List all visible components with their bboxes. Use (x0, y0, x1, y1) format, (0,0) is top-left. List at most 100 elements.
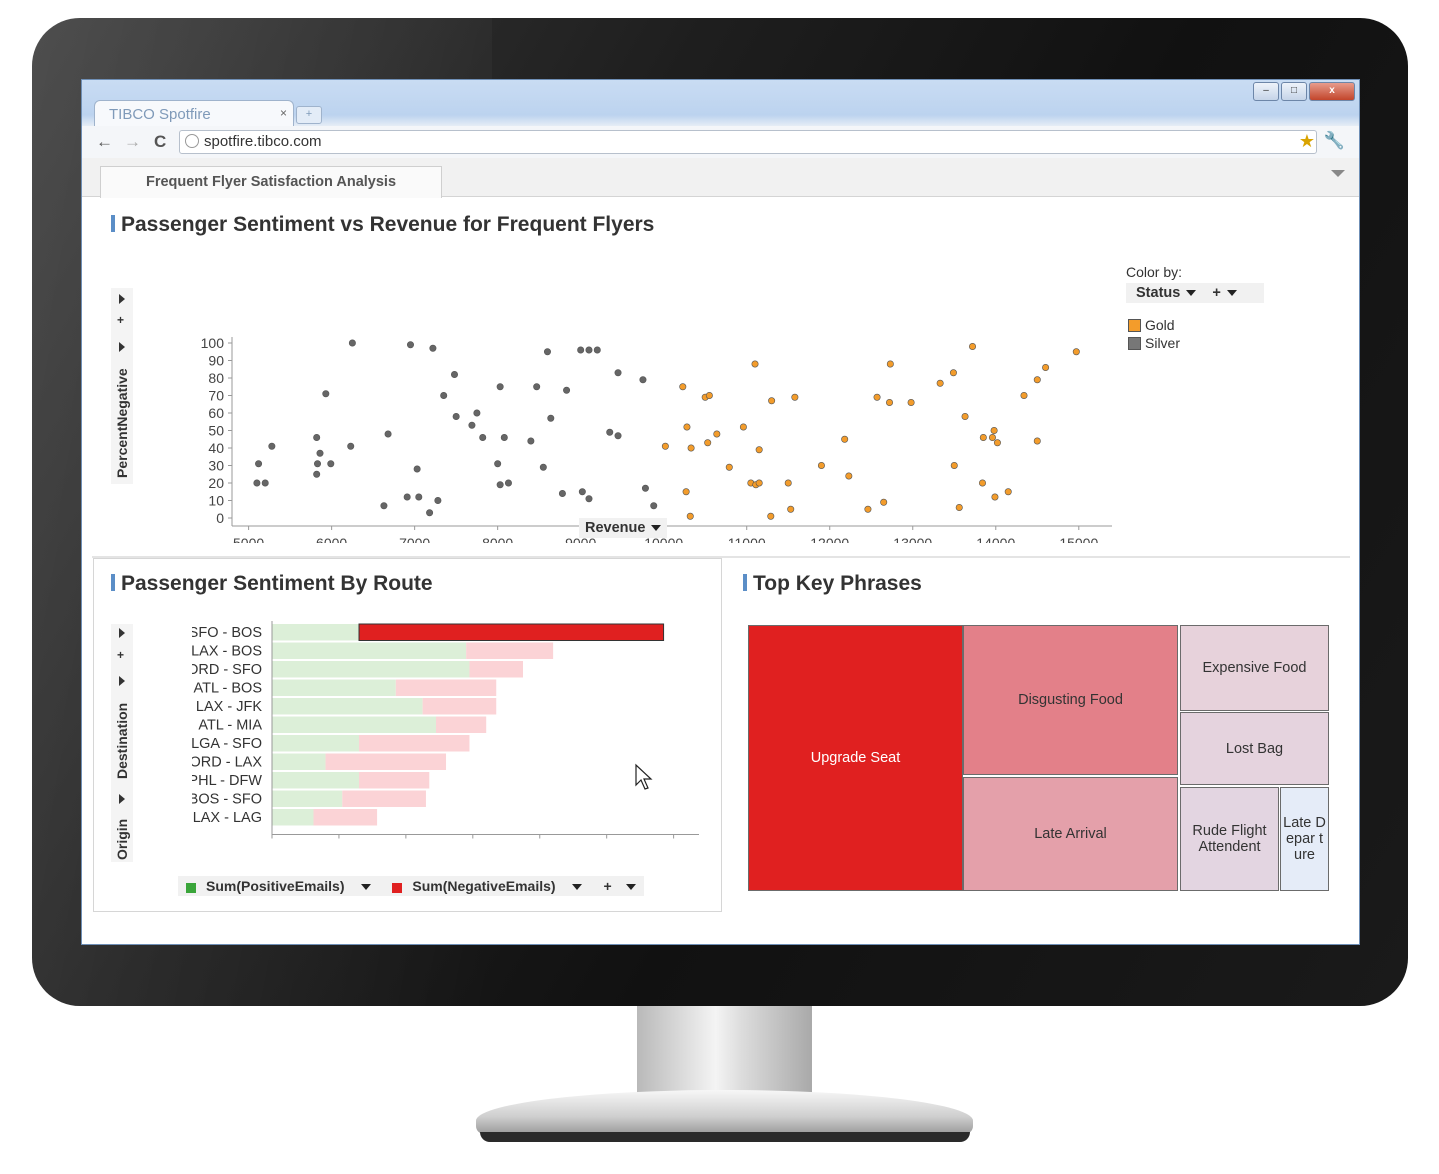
chevron-down-icon[interactable] (1226, 290, 1237, 297)
wrench-menu-icon[interactable]: 🔧 (1323, 131, 1345, 150)
data-point-gold (978, 479, 986, 487)
gold-swatch (1128, 319, 1141, 332)
page-tab-frequent-flyer[interactable]: Frequent Flyer Satisfaction Analysis (100, 166, 442, 198)
close-window-button[interactable]: x (1309, 82, 1355, 101)
legend-item-positive[interactable]: Sum(PositiveEmails) (186, 878, 371, 894)
data-point-silver (641, 484, 649, 492)
treemap-cell-expensive-food[interactable]: Expensive Food (1180, 625, 1329, 711)
legend-item-negative[interactable]: Sum(NegativeEmails) (392, 878, 582, 894)
scatter-y-axis-selector[interactable]: + PercentNegative (111, 288, 133, 484)
destination-axis-label[interactable]: Destination (114, 702, 130, 779)
route-bar-chart[interactable]: SFO - BOS LAX - BOS ORD - SFO ATL - BOS LAX … (192, 620, 712, 844)
page-info-icon[interactable] (185, 134, 199, 148)
back-icon[interactable]: ← (96, 132, 113, 151)
data-point-silver (347, 442, 355, 450)
route-label: ORD - LAX (192, 755, 262, 771)
data-point-gold (979, 434, 987, 442)
add-axis-icon[interactable]: + (117, 648, 125, 662)
color-by-selector[interactable]: Status + (1126, 283, 1264, 303)
treemap-cell-late-arrival[interactable]: Late Arrival (963, 777, 1178, 891)
expand-arrow-icon[interactable] (119, 294, 125, 304)
route-y-axis-selector[interactable]: + Destination Origin (111, 624, 133, 862)
data-point-silver (496, 383, 504, 391)
address-bar[interactable]: spotfire.tibco.com (179, 130, 1317, 154)
color-by-label: Color by: (1126, 264, 1183, 280)
x-axis-selector[interactable]: Revenue (579, 518, 668, 538)
bar-segment (272, 735, 360, 752)
route-label: ORD - SFO (192, 662, 262, 678)
data-point-silver (547, 414, 555, 422)
legend-item-gold[interactable]: Gold (1128, 317, 1175, 333)
origin-axis-label[interactable]: Origin (114, 818, 130, 860)
tab-close-icon[interactable]: × (279, 106, 287, 120)
data-point-gold (705, 391, 713, 399)
data-point-gold (755, 479, 763, 487)
reload-icon[interactable]: C (154, 132, 167, 151)
chevron-down-icon[interactable] (360, 884, 371, 891)
expand-arrow-icon[interactable] (119, 676, 125, 686)
data-point-silver (327, 460, 335, 468)
monitor-stand-neck (637, 1006, 812, 1106)
chevron-down-icon[interactable] (1186, 290, 1197, 297)
legend-item-silver[interactable]: Silver (1128, 335, 1180, 351)
route-label: BOS - SFO (192, 792, 262, 808)
bar-segment (272, 772, 360, 789)
browser-tab[interactable]: TIBCO Spotfire × (94, 100, 294, 127)
data-point-silver (539, 463, 547, 471)
data-point-silver (558, 490, 566, 498)
minimize-button[interactable]: – (1253, 82, 1279, 101)
data-point-silver (639, 376, 647, 384)
treemap-cell-lost-bag[interactable]: Lost Bag (1180, 712, 1329, 785)
data-point-gold (1020, 391, 1028, 399)
data-point-silver (413, 465, 421, 473)
page-menu-chevron-icon[interactable] (1331, 170, 1345, 177)
add-axis-icon[interactable]: + (117, 313, 125, 327)
data-point-gold (791, 393, 799, 401)
treemap-cell-late-departure[interactable]: Late Depar ture (1280, 787, 1329, 891)
y-tick-label: 50 (208, 423, 224, 439)
data-point-gold (784, 479, 792, 487)
data-point-silver (650, 502, 658, 510)
phrases-title: Top Key Phrases (743, 572, 922, 596)
bookmark-star-icon[interactable]: ★ (1298, 131, 1315, 151)
treemap-cell-rude-flight-attendent[interactable]: Rude Flight Attendent (1180, 787, 1279, 891)
treemap-cell-disgusting-food[interactable]: Disgusting Food (963, 625, 1178, 775)
route-x-tick-label: 300 (461, 842, 485, 845)
scatter-y-axis-label[interactable]: PercentNegative (114, 368, 130, 478)
expand-arrow-icon[interactable] (119, 794, 125, 804)
data-point-silver (494, 460, 502, 468)
data-point-gold (679, 383, 687, 391)
data-point-silver (527, 437, 535, 445)
y-tick-label: 40 (208, 440, 224, 456)
add-color-icon[interactable]: + (1212, 285, 1221, 301)
treemap-label: Disgusting Food (1018, 692, 1123, 708)
y-tick-label: 0 (216, 510, 224, 526)
chevron-down-icon[interactable] (571, 884, 582, 891)
expand-arrow-icon[interactable] (119, 628, 125, 638)
new-tab-button[interactable]: + (296, 106, 322, 124)
route-label: SFO - BOS (192, 625, 262, 641)
expand-arrow-icon[interactable] (119, 342, 125, 352)
data-point-silver (504, 479, 512, 487)
x-axis-label: Revenue (585, 520, 646, 536)
treemap-label: Lost Bag (1225, 740, 1284, 757)
route-chart-title-text: Passenger Sentiment By Route (121, 572, 433, 595)
treemap-cell-upgrade-seat[interactable]: Upgrade Seat (748, 625, 963, 891)
data-point-silver (255, 460, 263, 468)
data-point-gold (886, 399, 894, 407)
bar-segment (272, 679, 396, 696)
add-series-icon[interactable]: + (603, 878, 612, 894)
forward-icon[interactable]: → (124, 132, 141, 151)
page-tab-bar: Frequent Flyer Satisfaction Analysis (82, 158, 1359, 198)
bar-segment (272, 642, 467, 659)
data-point-gold (1004, 488, 1012, 496)
maximize-button[interactable]: □ (1281, 82, 1307, 101)
bar-segment (342, 790, 426, 807)
negative-legend-label: Sum(NegativeEmails) (412, 878, 556, 894)
chevron-down-icon[interactable] (651, 525, 662, 532)
data-point-gold (955, 504, 963, 512)
chevron-down-icon[interactable] (625, 884, 636, 891)
scatter-title: Passenger Sentiment vs Revenue for Frequ… (111, 213, 654, 237)
data-point-silver (403, 493, 411, 501)
